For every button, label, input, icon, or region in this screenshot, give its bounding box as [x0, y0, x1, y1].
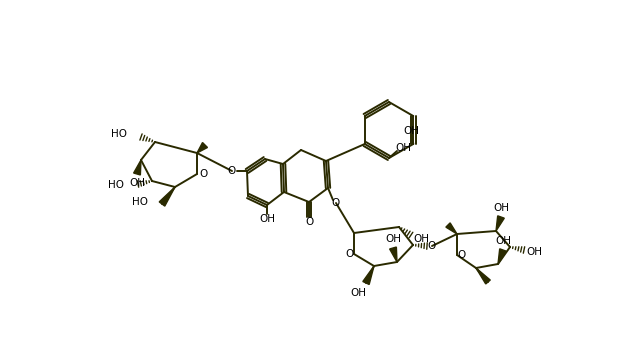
Text: O: O — [199, 169, 207, 179]
Text: OH: OH — [259, 214, 275, 224]
Text: OH: OH — [129, 178, 145, 188]
Text: HO: HO — [132, 197, 148, 207]
Polygon shape — [446, 223, 457, 234]
Text: O: O — [332, 198, 340, 208]
Text: OH: OH — [526, 247, 542, 257]
Text: OH: OH — [403, 126, 419, 136]
Polygon shape — [197, 142, 207, 153]
Text: OH: OH — [413, 234, 429, 244]
Polygon shape — [498, 249, 506, 264]
Text: O: O — [228, 166, 236, 176]
Text: OH: OH — [493, 203, 509, 213]
Text: OH: OH — [385, 234, 401, 244]
Text: OH: OH — [495, 236, 511, 246]
Polygon shape — [496, 216, 504, 231]
Polygon shape — [476, 268, 490, 284]
Text: O: O — [346, 249, 354, 259]
Text: OH: OH — [350, 288, 366, 298]
Text: O: O — [458, 250, 466, 260]
Polygon shape — [389, 247, 397, 262]
Text: O: O — [428, 241, 436, 251]
Text: OH: OH — [395, 143, 411, 153]
Polygon shape — [363, 266, 374, 284]
Polygon shape — [134, 160, 141, 175]
Text: HO: HO — [111, 129, 127, 139]
Polygon shape — [159, 187, 175, 206]
Text: O: O — [305, 217, 313, 227]
Text: HO: HO — [108, 180, 124, 190]
